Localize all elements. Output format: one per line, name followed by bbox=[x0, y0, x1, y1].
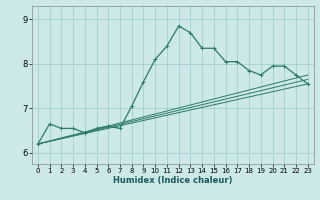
X-axis label: Humidex (Indice chaleur): Humidex (Indice chaleur) bbox=[113, 176, 233, 185]
